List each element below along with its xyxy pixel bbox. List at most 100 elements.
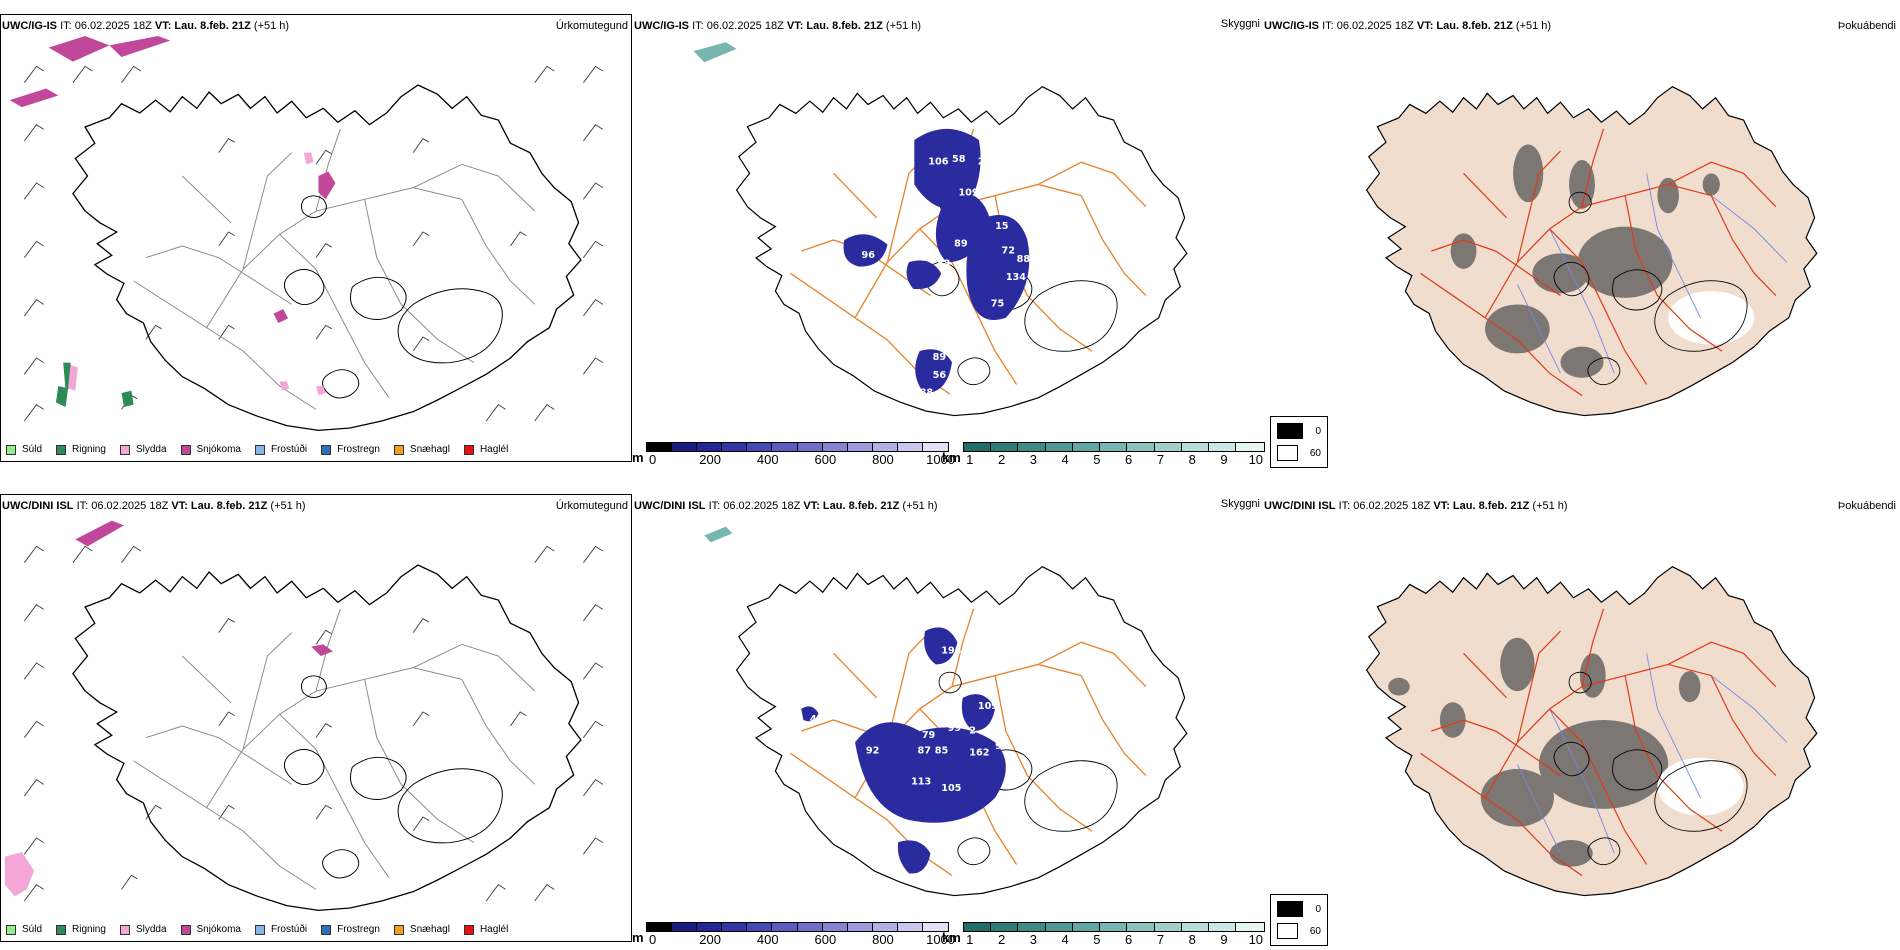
cloudbase-colorbar-cell xyxy=(847,443,873,451)
precip-legend-swatch xyxy=(393,444,404,455)
precip-legend-item: Snæhagl xyxy=(393,924,450,935)
cloudbase-value-label: 87 xyxy=(918,745,932,756)
cloudbase-colorbar-tick: 800 xyxy=(872,932,894,947)
cloudbase-colorbar-tick: 800 xyxy=(872,452,894,467)
visibility-colorbar-tick: 7 xyxy=(1156,932,1165,947)
visibility-colorbar-cell xyxy=(1018,443,1046,451)
visibility-colorbar-cell xyxy=(1181,923,1210,931)
cloudbase-value-label: 83 xyxy=(937,259,951,270)
fog-legend-label: 0 xyxy=(1315,425,1321,437)
visibility-colorbar-cell xyxy=(1154,923,1182,931)
precip-legend-label: Frostúði xyxy=(270,444,308,455)
visibility-colorbar-tick: 2 xyxy=(997,452,1006,467)
precip-legend-swatch xyxy=(6,924,16,935)
row1-cloud-panel: UWC/IG-IS IT: 06.02.2025 18Z VT: Lau. 8.… xyxy=(632,14,1265,467)
row2-precip-panel: UWC/DINI ISL IT: 06.02.2025 18Z VT: Lau.… xyxy=(0,494,632,942)
precip-legend-label: Frostúði xyxy=(270,924,308,935)
cloudbase-colorbar-tick: 0 xyxy=(648,452,657,467)
fog-legend-swatch xyxy=(1277,923,1298,939)
visibility-colorbar-cell xyxy=(1236,443,1264,451)
fog-legend-label: 0 xyxy=(1315,903,1321,915)
cloudbase-value-label: 79 xyxy=(922,730,936,741)
cloudbase-colorbar-cell xyxy=(898,443,924,451)
precip-legend-item: Haglél xyxy=(463,924,508,935)
cloudbase-colorbar-cell xyxy=(671,443,697,451)
precip-legend-label: Snæhagl xyxy=(409,924,450,935)
visibility-colorbar-cell xyxy=(1045,443,1073,451)
precip-legend-item: Frostregn xyxy=(321,444,380,455)
cloudbase-value-label: 41 xyxy=(810,714,824,725)
visibility-colorbar-cell xyxy=(963,923,992,931)
precip-legend-label: Snæhagl xyxy=(409,444,450,455)
visibility-colorbar-cell xyxy=(1209,443,1237,451)
cloudbase-value-label: 105 xyxy=(941,783,961,794)
row2-cloudbase-colorbar: m 0 200 400 600 800 1000 xyxy=(632,922,955,947)
cloudbase-colorbar-cell xyxy=(872,923,899,931)
cloudbase-value-label: 72 xyxy=(1002,245,1015,256)
cloudbase-colorbar-tick: 400 xyxy=(756,932,779,947)
cloudbase-colorbar-cell xyxy=(822,923,848,931)
cloudbase-colorbar-tick: 400 xyxy=(756,452,779,467)
precip-legend-item: Rigning xyxy=(56,924,106,935)
cloudbase-colorbar-cell xyxy=(847,923,873,931)
cloudbase-colorbar-cell xyxy=(898,923,924,931)
cloudbase-value-label: 106 xyxy=(948,387,968,398)
cloudbase-value-label: 75 xyxy=(991,299,1005,310)
cloudbase-value-label: 95 xyxy=(995,741,1009,752)
row1-fog-map xyxy=(1366,86,1818,417)
row2-precip-legend: Súld Rigning Slydda Snjókoma Frostúði Frostre… xyxy=(6,924,522,935)
row1-fog-panel: UWC/IG-IS IT: 06.02.2025 18Z VT: Lau. 8.… xyxy=(1262,14,1900,468)
precip-legend-label: Snjókoma xyxy=(196,444,241,455)
precip-legend-label: Rigning xyxy=(72,444,106,455)
cloudbase-value-label: 58 xyxy=(952,154,966,165)
fog-legend-item: 0 xyxy=(1277,423,1321,439)
precip-legend-item: Súld xyxy=(6,444,42,455)
cloudbase-colorbar-cell xyxy=(822,443,848,451)
cloudbase-colorbar-cell xyxy=(797,923,823,931)
fog-legend-swatch xyxy=(1277,901,1304,917)
precip-legend-item: Snæhagl xyxy=(393,444,450,455)
cloudbase-colorbar-cell xyxy=(722,443,748,451)
cloudbase-value-label: 92 xyxy=(866,745,879,756)
visibility-colorbar-tick: 3 xyxy=(1029,932,1037,947)
visibility-colorbar-cell xyxy=(1127,443,1155,451)
cloudbase-value-label: 89 xyxy=(933,352,947,363)
precip-legend-label: Rigning xyxy=(72,924,106,935)
cloudbase-value-label: 162 xyxy=(969,747,989,758)
precip-legend-item: Snjókoma xyxy=(180,444,241,455)
visibility-colorbar-cell xyxy=(1181,443,1210,451)
row1-precip-panel: UWC/IG-IS IT: 06.02.2025 18Z VT: Lau. 8.… xyxy=(0,14,632,462)
visibility-colorbar-cell xyxy=(1236,923,1264,931)
cloudbase-value-label: 96 xyxy=(862,250,876,261)
cloudbase-colorbar-cell xyxy=(747,443,773,451)
cloudbase-value-label: 85 xyxy=(935,745,949,756)
visibility-colorbar-cell xyxy=(1045,923,1073,931)
row1-visibility-unit: km xyxy=(942,450,961,465)
row1-cloudbase-unit: m xyxy=(632,450,644,465)
precip-legend-item: Haglél xyxy=(463,444,509,455)
visibility-colorbar-tick: 6 xyxy=(1125,932,1133,947)
row2-precip-field: Úrkomutegund xyxy=(555,500,628,512)
precip-legend-swatch xyxy=(56,924,67,935)
cloudbase-colorbar-cell xyxy=(671,923,697,931)
precip-legend-label: Snjókoma xyxy=(196,924,241,935)
visibility-colorbar-tick: 9 xyxy=(1220,932,1228,947)
row1-cloud-map: 106 58 21 109 84 15 89 72 96 83 88 134 75 89 56… xyxy=(693,42,1188,417)
visibility-colorbar-cell xyxy=(1127,923,1155,931)
cloudbase-value-label: 109 xyxy=(958,187,978,198)
cloudbase-value-label: 15 xyxy=(995,221,1009,232)
precip-legend-swatch xyxy=(254,924,265,935)
visibility-colorbar-cell xyxy=(1072,443,1101,451)
cloudbase-value-label: 88 xyxy=(1017,254,1031,265)
cloudbase-colorbar-tick: 1000 xyxy=(926,452,956,467)
row1-precip-legend: Súld Rigning Slydda Snjókoma Frostúði Frostre… xyxy=(6,444,522,455)
precip-legend-swatch xyxy=(119,444,130,455)
fog-legend-item: 60 xyxy=(1277,445,1321,461)
row1-cloud-title: UWC/IG-IS IT: 06.02.2025 18Z VT: Lau. 8.… xyxy=(634,20,922,32)
cloudbase-colorbar-tick: 600 xyxy=(814,932,837,947)
cloudbase-value-label: 89 xyxy=(954,239,968,250)
precip-legend-swatch xyxy=(321,444,332,455)
visibility-colorbar-tick: 5 xyxy=(1093,452,1101,467)
precip-legend-label: Haglél xyxy=(479,444,509,455)
precip-legend-swatch xyxy=(56,444,67,455)
